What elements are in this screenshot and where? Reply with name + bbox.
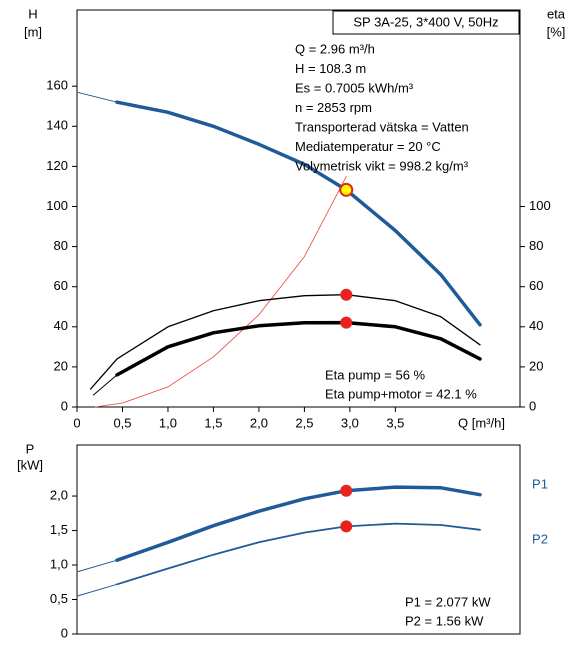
y2-tick-label: 60	[529, 278, 543, 293]
axis-label: H	[28, 6, 37, 21]
annotation: H = 108.3 m	[295, 61, 366, 76]
curve	[76, 583, 118, 597]
x-tick-label: 2,0	[250, 415, 268, 430]
y2-tick-label: 40	[529, 318, 543, 333]
x-tick-label: 1,0	[159, 415, 177, 430]
axis-label: Q [m³/h]	[458, 415, 505, 430]
axis-label: P	[26, 441, 35, 456]
y-tick-label: 120	[46, 158, 68, 173]
y-tick-label: 160	[46, 78, 68, 93]
y-tick-label: 1,5	[50, 522, 68, 537]
annotation: Mediatemperatur = 20 °C	[295, 139, 441, 154]
y-tick-label: 0,5	[50, 591, 68, 606]
y2-tick-label: 20	[529, 358, 543, 373]
x-tick-label: 2,5	[295, 415, 313, 430]
curve	[76, 91, 118, 103]
series-label: P1	[532, 476, 548, 491]
chart-title: SP 3A-25, 3*400 V, 50Hz	[353, 14, 498, 29]
annotation: Transporterad vätska = Vatten	[295, 119, 469, 134]
x-tick-label: 0,5	[113, 415, 131, 430]
y-tick-label: 20	[54, 358, 68, 373]
y-tick-label: 80	[54, 238, 68, 253]
operating-point	[339, 182, 354, 197]
curve	[116, 522, 481, 586]
operating-point	[340, 288, 353, 301]
x-tick-label: 1,5	[204, 415, 222, 430]
y-tick-label: 40	[54, 318, 68, 333]
y-tick-label: 100	[46, 198, 68, 213]
y-tick-label: 2,0	[50, 487, 68, 502]
annotation: P2 = 1.56 kW	[405, 613, 484, 628]
axis-label: eta	[547, 6, 566, 21]
curve	[89, 294, 481, 390]
annotation: Q = 2.96 m³/h	[295, 41, 375, 56]
operating-point	[340, 520, 353, 533]
annotation: Volymetrisk vikt = 998.2 kg/m³	[295, 158, 469, 173]
y-tick-label: 60	[54, 278, 68, 293]
title-box	[332, 10, 520, 35]
x-tick-label: 3,0	[341, 415, 359, 430]
y2-tick-label: 100	[529, 198, 551, 213]
curve	[115, 100, 482, 327]
y-tick-label: 0	[61, 625, 68, 640]
curve	[115, 485, 482, 562]
curve	[92, 374, 118, 396]
axis-label: [m]	[24, 24, 42, 39]
curve	[94, 176, 347, 408]
y-tick-label: 140	[46, 118, 68, 133]
x-tick-label: 3,5	[386, 415, 404, 430]
y2-tick-label: 0	[529, 398, 536, 413]
plot-frame	[76, 9, 521, 408]
annotation: Es = 0.7005 kWh/m³	[295, 80, 414, 95]
operating-point	[340, 484, 353, 497]
series-label: P2	[532, 531, 548, 546]
y-tick-label: 1,0	[50, 556, 68, 571]
axis-label: [%]	[547, 24, 566, 39]
annotation: Eta pump = 56 %	[325, 367, 426, 382]
curve	[115, 320, 482, 377]
plot-frame	[76, 444, 521, 635]
axis-label: [kW]	[17, 457, 43, 472]
annotation: P1 = 2.077 kW	[405, 594, 491, 609]
y-tick-label: 0	[61, 398, 68, 413]
curve	[76, 559, 118, 573]
y2-tick-label: 80	[529, 238, 543, 253]
annotation: n = 2853 rpm	[295, 100, 372, 115]
annotation: Eta pump+motor = 42.1 %	[325, 386, 477, 401]
x-tick-label: 0	[73, 415, 80, 430]
operating-point	[340, 316, 353, 329]
